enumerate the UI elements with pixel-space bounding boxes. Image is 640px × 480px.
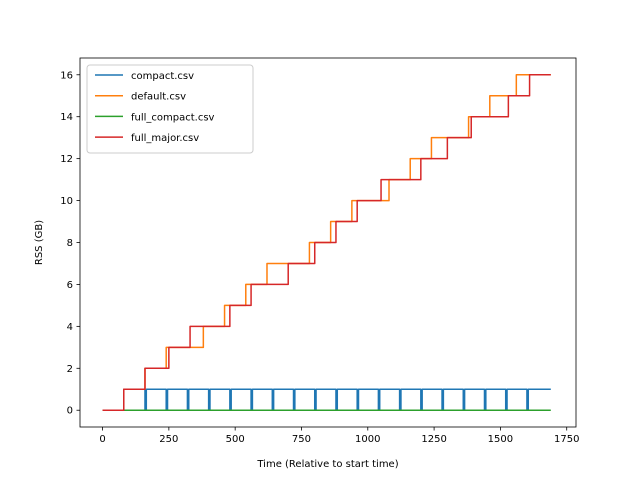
legend: compact.csv default.csv full_compact.csvfu…: [86, 64, 254, 154]
x-tick-label: 1000: [355, 434, 380, 445]
series-line-0: [102, 388, 551, 411]
x-tick-label: 250: [159, 434, 178, 445]
x-tick-label: 1500: [488, 434, 513, 445]
y-tick-label: 12: [60, 154, 73, 165]
y-tick-label: 0: [67, 406, 73, 417]
y-tick-label: 14: [60, 112, 73, 123]
legend-label-2: full_compact.csv: [131, 112, 215, 123]
y-tick-label: 6: [67, 280, 73, 291]
x-axis-label: Time (Relative to start time): [256, 459, 398, 470]
legend-label-3: full_major.csv: [131, 133, 199, 144]
legend-label-0: compact.csv: [131, 71, 194, 82]
series-line-3: [102, 74, 551, 411]
x-tick-label: 750: [292, 434, 311, 445]
plot-lines: [102, 74, 551, 411]
y-tick-label: 8: [67, 238, 73, 249]
x-tick-label: 1750: [554, 434, 579, 445]
y-tick-label: 2: [67, 364, 73, 375]
y-tick-label: 16: [60, 70, 73, 81]
y-axis-ticks: 0 2 4 6 8 10 12 14 16: [60, 70, 80, 417]
x-tick-label: 500: [226, 434, 245, 445]
x-axis-ticks: 0 250 500 750 1000 1250 1500 1750: [99, 427, 579, 445]
y-tick-label: 10: [60, 196, 73, 207]
legend-box: [86, 64, 254, 154]
x-tick-label: 1250: [421, 434, 446, 445]
y-tick-label: 4: [67, 322, 73, 333]
legend-label-1: default.csv: [131, 92, 186, 103]
x-tick-label: 0: [99, 434, 105, 445]
y-axis-label: RSS (GB): [34, 220, 45, 265]
